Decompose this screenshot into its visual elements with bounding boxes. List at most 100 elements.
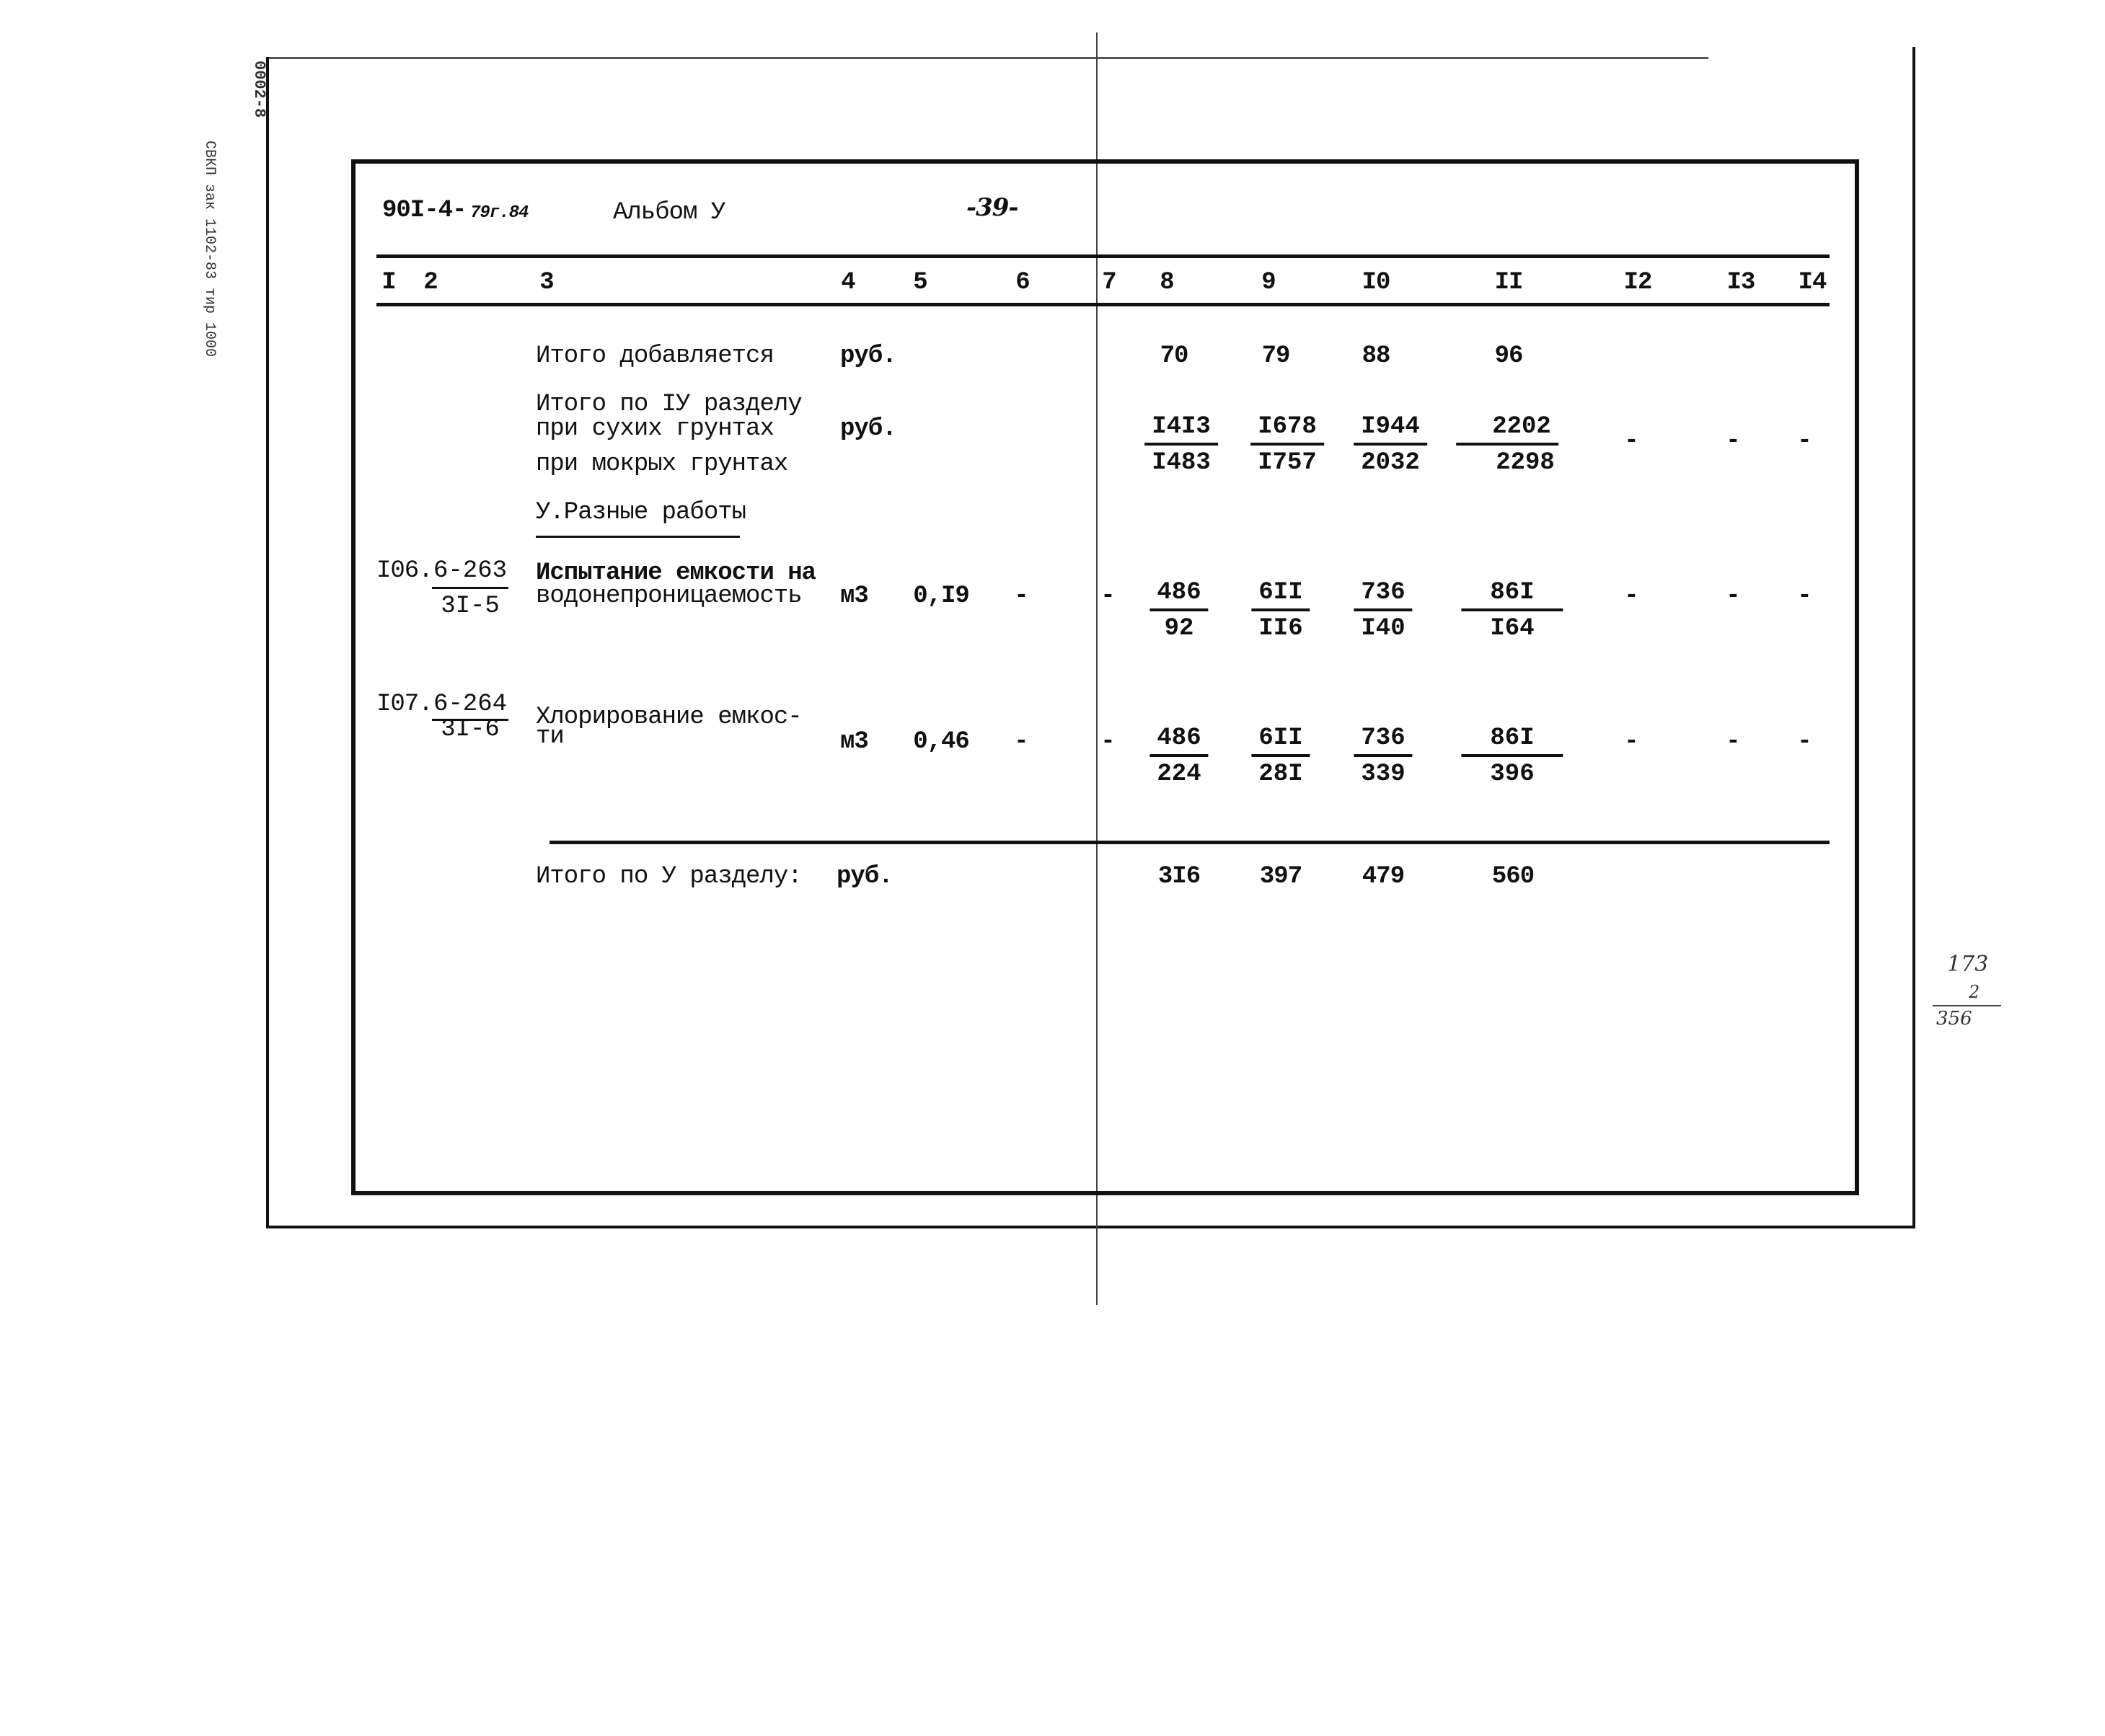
note-top: 173 [1947, 952, 1989, 977]
cell-12: - [1624, 728, 1638, 756]
row-unit: руб. [837, 863, 893, 890]
col-13: I3 [1726, 269, 1756, 296]
col-6: 6 [1015, 269, 1030, 296]
cell-12: - [1624, 428, 1638, 455]
code-num: 6-263 [431, 557, 509, 589]
price-value: 86I [1461, 578, 1563, 611]
col-5: 5 [913, 269, 927, 296]
header-top-rule [376, 254, 1830, 258]
outer-frame-top [266, 57, 1708, 59]
inner-frame [351, 159, 1859, 1195]
row-name-1: Итого по IУ разделу [536, 391, 803, 418]
cell-8: 70 [1160, 342, 1189, 370]
cost-value: I64 [1490, 615, 1535, 642]
row-qty: 0,46 [913, 728, 970, 756]
cell-14: - [1797, 728, 1811, 756]
dry-value: I678 [1250, 412, 1324, 446]
row-name: Итого по У разделу: [536, 863, 803, 890]
cell-10: 736 I40 [1354, 578, 1413, 643]
row-unit: м3 [840, 583, 869, 610]
fold-line [1096, 32, 1098, 1305]
row-name-2: при сухих грунтах [536, 415, 775, 443]
col-9: 9 [1261, 269, 1276, 296]
dry-value: I4I3 [1144, 412, 1218, 446]
row-name-2: водонепроницаемость [536, 583, 803, 610]
cost-value: 92 [1164, 615, 1194, 642]
row-qty: 0,I9 [913, 583, 970, 610]
section-heading-underline [536, 536, 740, 538]
code-num: 6-264 [431, 690, 509, 721]
cell-11: 86I I64 [1461, 578, 1563, 643]
row-name-2: ти [536, 723, 565, 750]
wet-value: I757 [1258, 449, 1317, 477]
cost-value: I40 [1361, 615, 1405, 642]
price-value: 486 [1149, 724, 1209, 757]
doc-code: 90I-4- [382, 197, 467, 224]
album-title: Альбом У [613, 199, 725, 226]
cell-10: 88 [1362, 342, 1391, 370]
cell-12: - [1624, 583, 1638, 610]
cell-11: 560 [1491, 863, 1535, 890]
page-number: -39- [966, 193, 1019, 222]
cell-8: 486 92 [1149, 578, 1209, 643]
cell-13: - [1726, 428, 1740, 455]
row-unit: м3 [840, 728, 869, 756]
col-10: I0 [1362, 269, 1391, 296]
total-rule [550, 841, 1830, 844]
cell-9: 6II 28I [1251, 724, 1310, 789]
cell-6: - [1014, 728, 1028, 756]
dry-value: I944 [1354, 412, 1427, 446]
cell-6: - [1014, 583, 1028, 610]
cost-value: 28I [1258, 761, 1303, 788]
cell-7: - [1100, 583, 1115, 610]
row-name-1: Испытание емкости на [536, 559, 816, 587]
row-name-3: при мокрых грунтах [536, 451, 788, 478]
cell-13: - [1726, 583, 1740, 610]
cell-9: 6II II6 [1251, 578, 1310, 643]
price-value: 486 [1149, 578, 1209, 611]
wet-value: I483 [1152, 449, 1211, 477]
col-1: I [381, 269, 396, 296]
col-3: 3 [539, 269, 554, 296]
cost-value: 224 [1157, 761, 1201, 788]
doc-code-handwritten: 79г.84 [470, 203, 529, 223]
cell-10: 479 [1362, 863, 1405, 890]
cell-13: - [1726, 728, 1740, 756]
cell-11: 2202 2298 [1456, 412, 1558, 477]
cell-9: I678 I757 [1250, 412, 1324, 477]
wet-value: 2032 [1361, 449, 1420, 477]
outer-frame-left [266, 57, 269, 1228]
cell-8: 3I6 [1157, 863, 1201, 890]
section-heading: У.Разные работы [536, 499, 746, 526]
cell-7: - [1100, 728, 1115, 756]
col-14: I4 [1798, 269, 1827, 296]
cost-value: II6 [1258, 615, 1303, 642]
price-value: 6II [1251, 724, 1310, 757]
cost-value: 339 [1361, 761, 1405, 788]
note-mid: 2 [1969, 982, 1980, 1002]
note-rule [1933, 1005, 2001, 1006]
price-value: 736 [1354, 578, 1413, 611]
col-4: 4 [841, 269, 855, 296]
margin-stamp: 0002-8 [250, 61, 268, 118]
row-number: I06. [376, 557, 433, 585]
col-7: 7 [1102, 269, 1116, 296]
col-11: II [1494, 269, 1524, 296]
cell-10: I944 2032 [1354, 412, 1427, 477]
code-den: 3I-6 [441, 716, 500, 743]
margin-archive-note: СВКП зак 1102-83 тир 1000 [201, 141, 218, 358]
cell-11: 96 [1494, 342, 1524, 370]
outer-frame-right [1912, 47, 1915, 1228]
price-value: 86I [1461, 724, 1563, 757]
header-bottom-rule [376, 303, 1830, 306]
norm-code: 6-263 3I-5 [431, 557, 509, 621]
cell-8: 486 224 [1149, 724, 1209, 789]
cell-8: I4I3 I483 [1144, 412, 1218, 477]
note-bottom: 356 [1936, 1008, 1972, 1029]
cell-14: - [1797, 428, 1811, 455]
cell-9: 79 [1261, 342, 1291, 370]
price-value: 6II [1251, 578, 1310, 611]
row-name: Итого добавляется [536, 342, 775, 370]
norm-code: 6-264 3I-6 [431, 690, 509, 744]
col-8: 8 [1160, 269, 1174, 296]
